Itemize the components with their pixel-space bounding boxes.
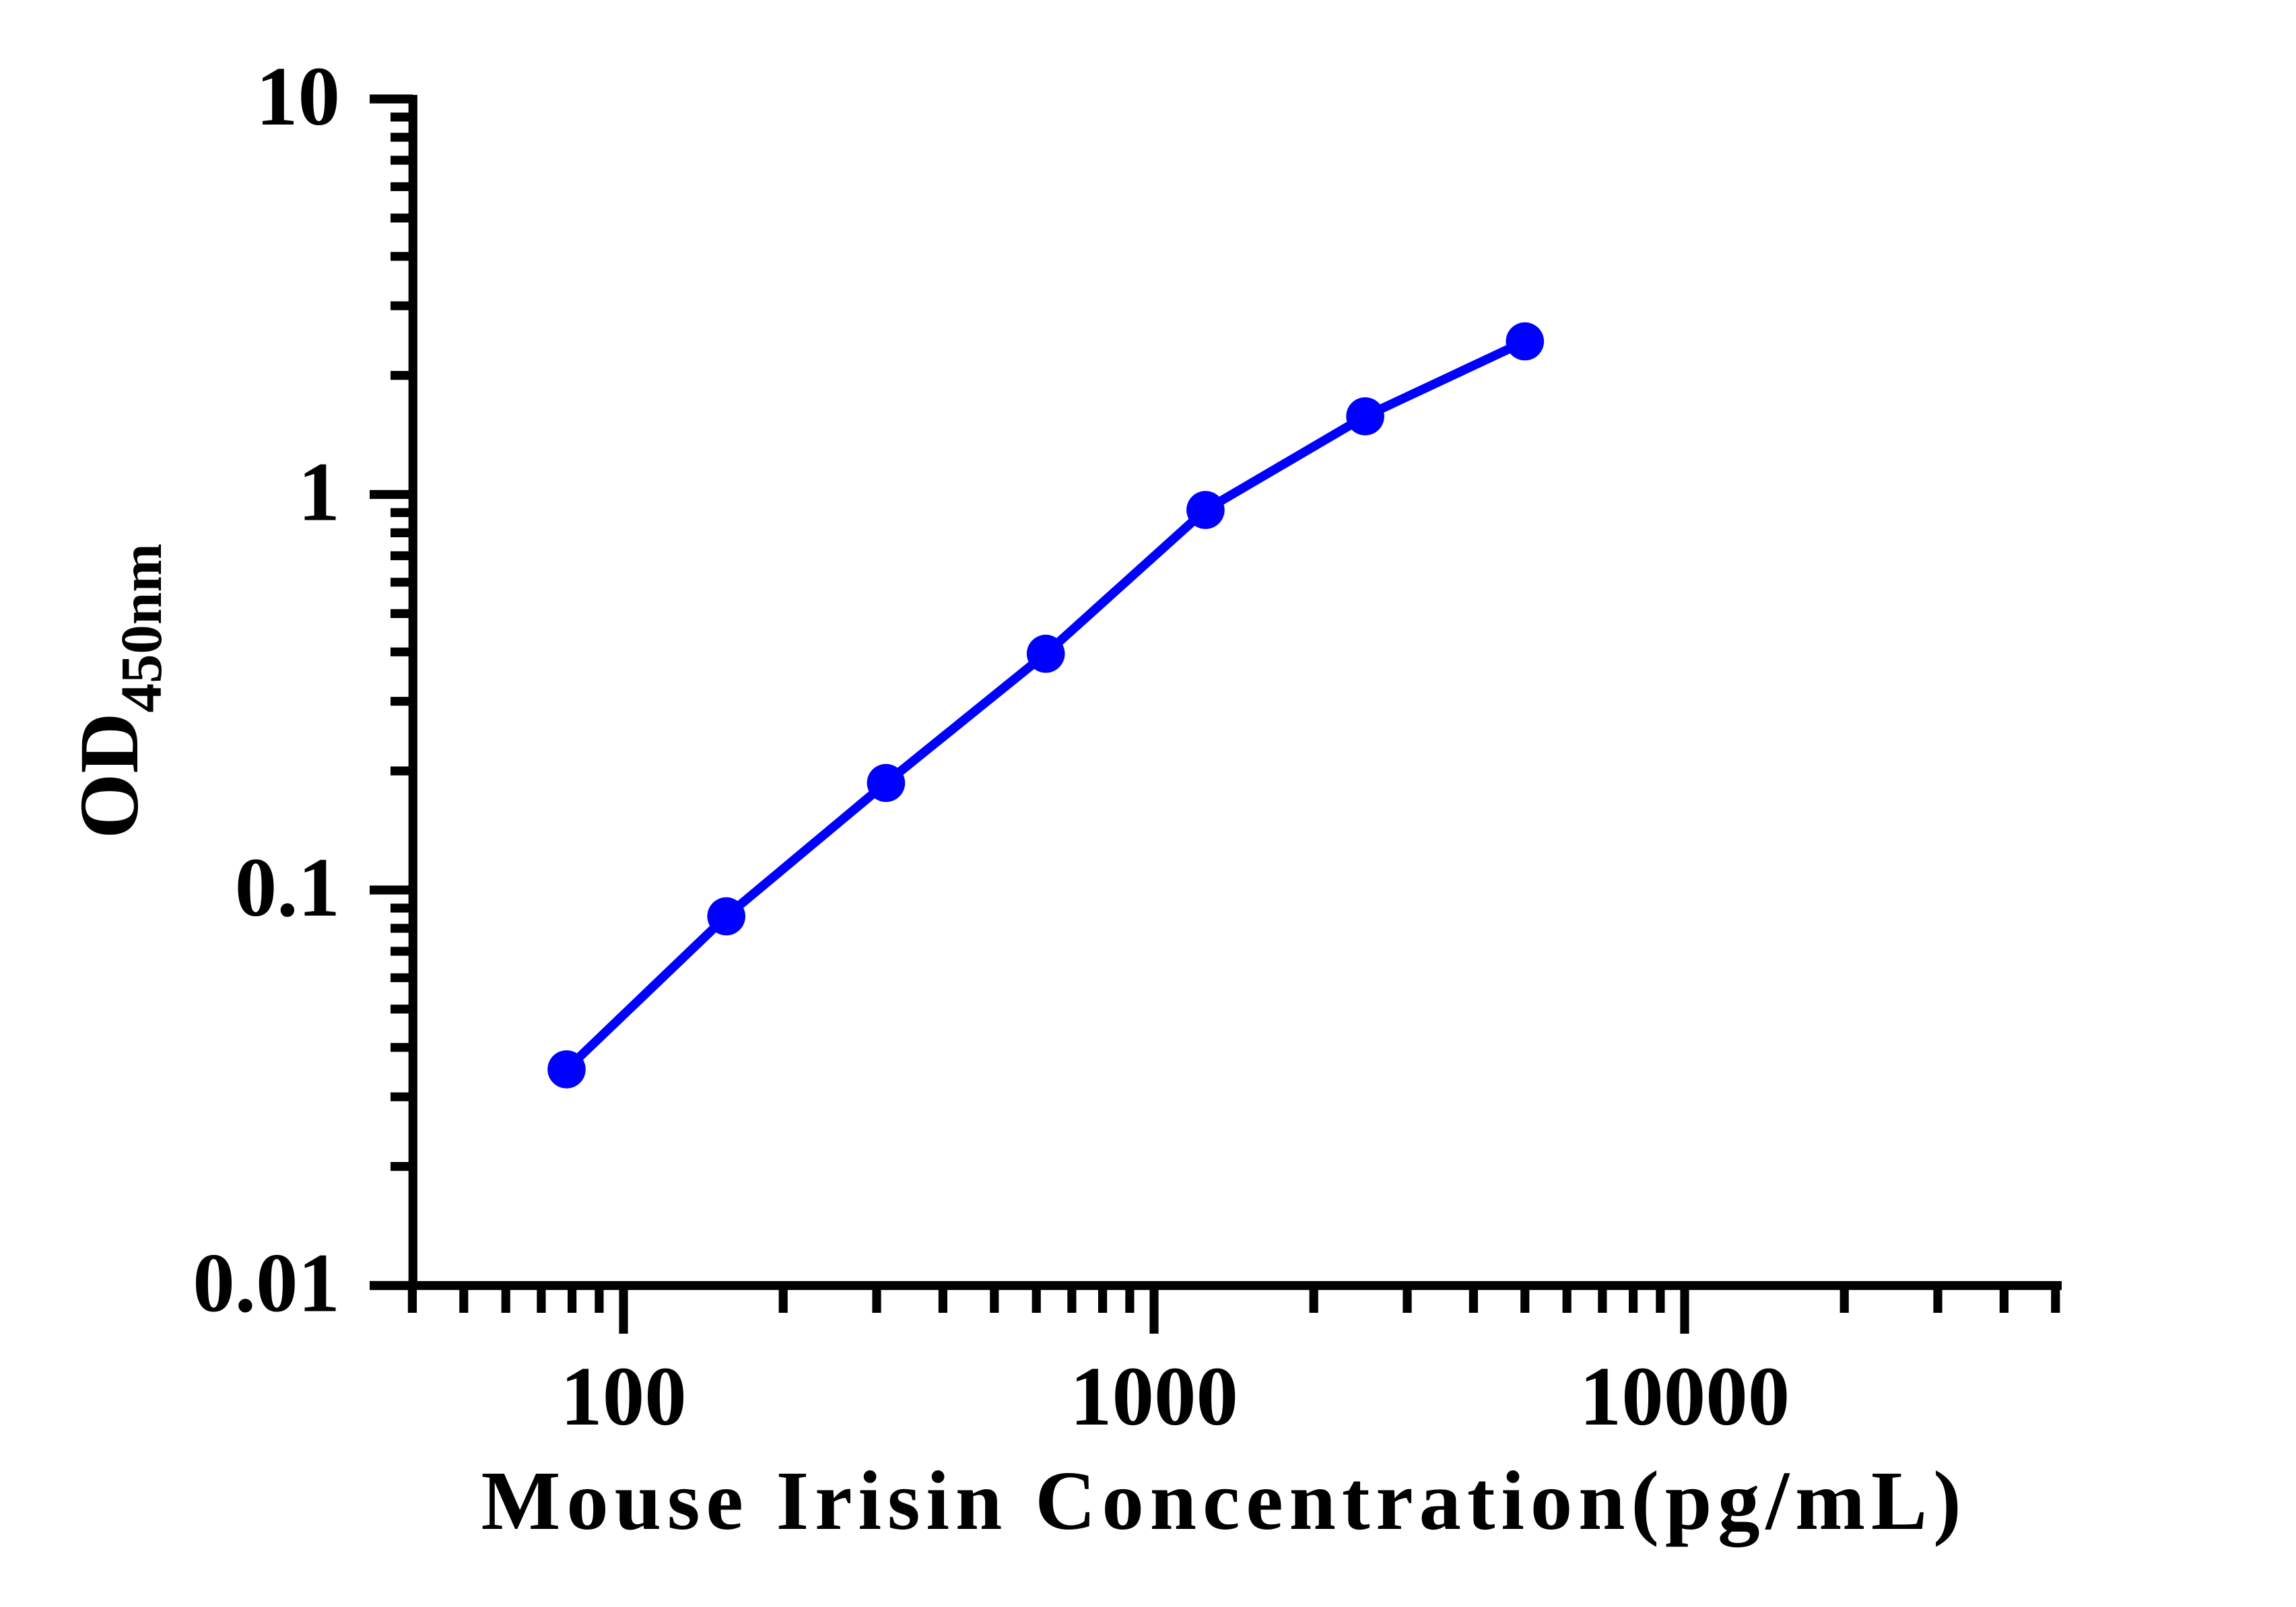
svg-text:10: 10 [256, 50, 340, 143]
svg-text:0.1: 0.1 [235, 842, 340, 934]
svg-text:100: 100 [560, 1350, 687, 1443]
svg-text:1000: 1000 [1070, 1350, 1238, 1443]
svg-text:0.01: 0.01 [193, 1237, 340, 1330]
svg-text:1: 1 [298, 446, 341, 539]
svg-text:Mouse Irisin Concentration(pg/: Mouse Irisin Concentration(pg/mL) [481, 1455, 1967, 1548]
svg-text:10000: 10000 [1580, 1350, 1790, 1443]
